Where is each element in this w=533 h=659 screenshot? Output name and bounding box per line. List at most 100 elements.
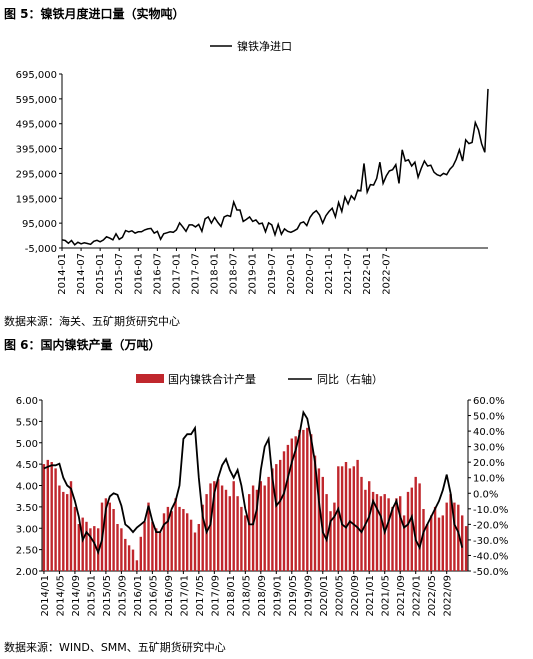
production-bar	[325, 494, 328, 571]
x-tick-label: 2018/05	[241, 575, 252, 617]
figure1-source: 数据来源：海关、五矿期货研究中心	[4, 315, 180, 328]
production-bar	[445, 502, 448, 571]
x-tick-label: 2019/01	[272, 575, 283, 617]
y-right-tick-label: 0.0%	[473, 489, 498, 500]
production-bar	[201, 504, 204, 571]
production-bar	[259, 481, 262, 571]
production-bar	[263, 485, 266, 571]
production-bar	[143, 521, 146, 571]
y-right-tick-label: -30.0%	[473, 536, 508, 547]
production-bar	[85, 521, 88, 571]
x-tick-label: 2017-07	[191, 253, 202, 295]
x-tick-label: 2019-07	[267, 253, 278, 295]
x-tick-label: 2017/05	[195, 575, 206, 617]
production-bar	[464, 526, 468, 571]
production-bar	[42, 464, 46, 571]
series-line-net-import	[61, 88, 489, 246]
production-bar	[379, 496, 383, 571]
production-bar	[430, 515, 433, 571]
production-bar	[248, 494, 251, 571]
production-bar	[461, 515, 464, 571]
x-tick-label: 2020-01	[286, 253, 297, 295]
production-bar	[275, 464, 278, 571]
production-bar	[410, 487, 413, 571]
x-tick-label: 2016-01	[133, 253, 144, 295]
production-bar	[364, 489, 367, 571]
x-tick-label: 2017/09	[210, 575, 221, 617]
chart1: 镍铁净进口 695,000 595,000 495,000 395,000 295,00…	[16, 39, 489, 295]
y-left-tick-label: 3.50	[16, 503, 38, 514]
production-bar	[224, 489, 228, 571]
x-tick-label: 2014-01	[57, 253, 68, 295]
production-bar	[73, 506, 77, 571]
x-tick-label: 2015-01	[95, 253, 106, 295]
production-bar	[244, 515, 247, 571]
x-tick-label: 2019/09	[303, 575, 314, 617]
y-right-tick-label: -10.0%	[473, 505, 508, 516]
y-right-tick-label: 20.0%	[473, 458, 505, 469]
chart2-legend: 国内镍铁合计产量 同比（右轴）	[136, 372, 383, 386]
x-tick-label: 2016/09	[164, 575, 175, 617]
production-bar	[186, 513, 189, 571]
production-bar	[182, 509, 185, 571]
production-bar	[395, 498, 398, 571]
production-bar	[298, 429, 301, 571]
production-bar	[213, 481, 216, 571]
x-tick-label: 2021-01	[324, 253, 335, 295]
y-right-tick-label: 60.0%	[473, 396, 505, 407]
y-tick-label: 495,000	[16, 120, 57, 131]
production-bar	[151, 521, 154, 571]
production-bar	[108, 502, 111, 571]
x-tick-label: 2020-07	[305, 253, 316, 295]
x-tick-label: 2015/01	[86, 575, 97, 617]
production-bar	[147, 502, 150, 571]
y-right-tick-label: 50.0%	[473, 412, 505, 423]
production-bar	[135, 560, 139, 571]
x-tick-label: 2016/01	[133, 575, 144, 617]
production-bar	[406, 491, 410, 571]
y-tick-label: 95,000	[22, 219, 57, 230]
legend-label-bars: 国内镍铁合计产量	[168, 372, 256, 386]
production-bar	[375, 494, 379, 571]
x-tick-label: 2019-01	[248, 253, 259, 295]
y-right-tick-label: -20.0%	[473, 520, 508, 531]
x-tick-label: 2021/09	[396, 575, 407, 617]
production-bar	[232, 481, 235, 571]
production-bar	[418, 483, 421, 571]
y-left-tick-label: 3.00	[16, 524, 38, 535]
production-bar	[120, 528, 123, 572]
production-bar	[209, 483, 212, 571]
production-bar	[290, 438, 293, 571]
y-tick-label: 195,000	[16, 194, 57, 205]
production-bar	[360, 476, 363, 571]
production-bar	[294, 436, 297, 571]
production-bar	[251, 485, 255, 571]
production-bar	[286, 444, 290, 571]
production-bar	[93, 526, 96, 571]
x-tick-label: 2016-07	[152, 253, 163, 295]
y-tick-label: -5,000	[25, 244, 57, 255]
production-bar	[387, 498, 390, 571]
production-bar	[58, 485, 61, 571]
production-bar	[240, 506, 243, 571]
production-bar	[453, 502, 456, 571]
production-bar	[112, 509, 115, 571]
y-tick-label: 695,000	[16, 70, 57, 81]
production-bar	[310, 434, 313, 571]
production-bar	[162, 513, 166, 571]
x-tick-label: 2015-07	[114, 253, 125, 295]
x-tick-label: 2022/05	[427, 575, 438, 617]
production-bar	[197, 524, 200, 571]
y-left-tick-label: 4.00	[16, 482, 38, 493]
production-bar	[116, 524, 119, 571]
production-bar	[50, 462, 53, 571]
x-tick-label: 2022/09	[443, 575, 454, 617]
y-right-tick-label: 40.0%	[473, 427, 505, 438]
production-bar	[178, 506, 181, 571]
y-tick-label: 595,000	[16, 95, 57, 106]
production-bar	[174, 498, 177, 571]
production-bar	[457, 504, 460, 571]
production-bar	[46, 459, 49, 571]
y-tick-label: 295,000	[16, 169, 57, 180]
chart2: 国内镍铁合计产量 同比（右轴） 6.00 5.50 5.00 4.50 4.00 3.50 3…	[16, 372, 509, 617]
